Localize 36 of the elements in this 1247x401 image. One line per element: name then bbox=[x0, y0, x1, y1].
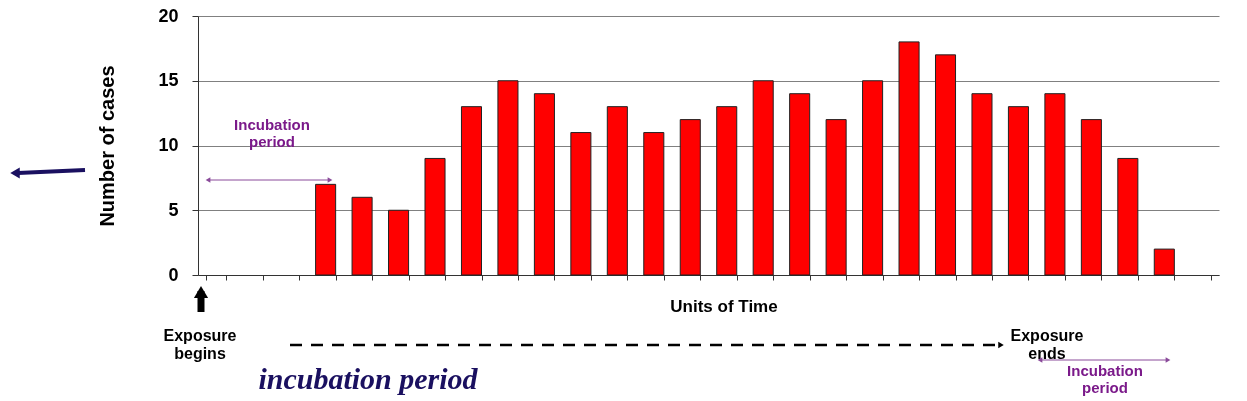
bar bbox=[716, 106, 738, 276]
bar bbox=[351, 196, 373, 276]
bar bbox=[1117, 157, 1139, 276]
bar bbox=[752, 80, 774, 276]
bar bbox=[934, 54, 957, 276]
y-tick-label: 15 bbox=[158, 70, 179, 91]
bar bbox=[825, 119, 847, 276]
bar bbox=[971, 93, 993, 276]
bar bbox=[679, 119, 701, 276]
y-tick-label: 0 bbox=[168, 264, 179, 285]
bar bbox=[1080, 119, 1102, 276]
annotation: Incubation period bbox=[234, 116, 310, 150]
y-axis-title: Number of cases bbox=[96, 65, 119, 227]
bar bbox=[460, 106, 483, 276]
bar bbox=[1044, 93, 1066, 276]
y-tick-label: 5 bbox=[168, 199, 179, 220]
text: Exposure ends bbox=[1010, 327, 1084, 362]
bar bbox=[643, 132, 665, 276]
text: Incubation period bbox=[1067, 362, 1143, 396]
bar bbox=[424, 157, 446, 276]
text: Exposure begins bbox=[163, 327, 237, 362]
bar bbox=[533, 93, 555, 276]
text: incubation period bbox=[258, 362, 479, 395]
bar bbox=[789, 93, 811, 276]
bar bbox=[315, 183, 337, 276]
bar bbox=[862, 80, 884, 276]
bar bbox=[497, 80, 519, 276]
bar bbox=[1007, 106, 1029, 276]
bar bbox=[388, 209, 410, 276]
bar bbox=[570, 132, 592, 276]
bar bbox=[1153, 248, 1175, 276]
y-tick-label: 10 bbox=[158, 135, 179, 155]
bar bbox=[898, 41, 920, 276]
x-axis-title: Units of Time bbox=[670, 297, 778, 316]
bar bbox=[606, 106, 628, 276]
y-tick-label: 20 bbox=[158, 5, 179, 26]
